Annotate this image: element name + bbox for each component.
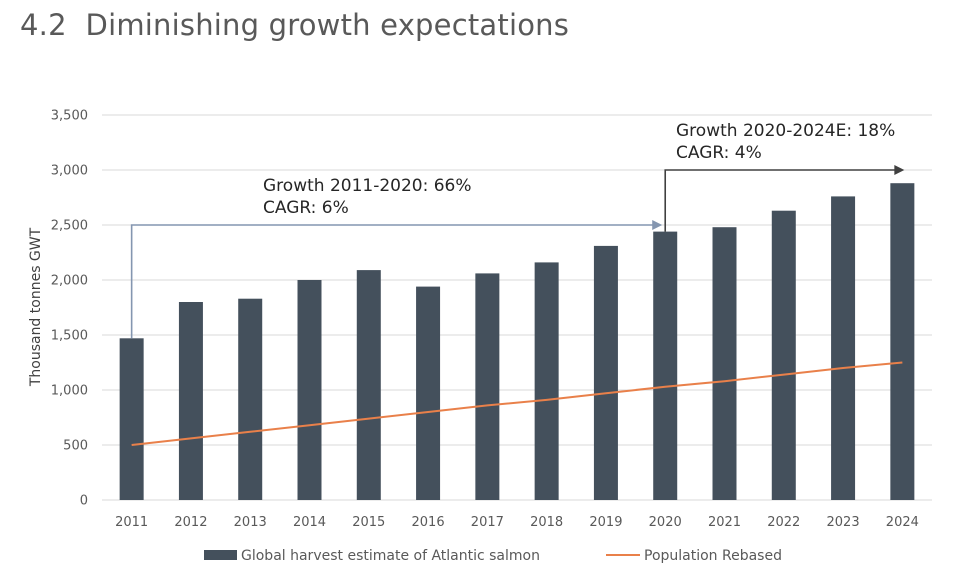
y-axis-title: Thousand tonnes GWT bbox=[28, 227, 44, 387]
arrow-head bbox=[652, 220, 663, 230]
y-tick-label: 2,000 bbox=[51, 274, 88, 289]
x-tick-label: 2017 bbox=[471, 515, 504, 530]
bar bbox=[831, 196, 856, 500]
annotation-text: CAGR: 4% bbox=[676, 143, 762, 163]
x-tick-label: 2021 bbox=[708, 515, 741, 530]
bar bbox=[119, 338, 144, 500]
bar bbox=[653, 231, 678, 500]
x-tick-label: 2013 bbox=[234, 515, 267, 530]
legend-swatch-harvest bbox=[204, 550, 237, 560]
y-tick-label: 2,500 bbox=[51, 219, 88, 234]
y-tick-label: 500 bbox=[63, 439, 88, 454]
arrow-line bbox=[664, 169, 897, 232]
y-tick-label: 0 bbox=[80, 494, 88, 509]
y-axis-ticks: 0 500 1,000 1,500 2,000 2,500 3,000 3,500 bbox=[51, 109, 88, 509]
bar bbox=[475, 273, 500, 500]
arrow-head bbox=[894, 165, 905, 175]
x-tick-label: 2012 bbox=[174, 515, 207, 530]
growth-arrow bbox=[664, 165, 905, 232]
bar bbox=[297, 280, 322, 500]
x-tick-label: 2014 bbox=[293, 515, 326, 530]
bar bbox=[416, 286, 441, 500]
bar bbox=[890, 183, 915, 500]
gridlines bbox=[102, 114, 932, 501]
bar bbox=[178, 302, 203, 500]
legend: Global harvest estimate of Atlantic salm… bbox=[204, 548, 782, 564]
y-tick-label: 3,500 bbox=[51, 109, 88, 124]
x-axis-ticks: 2011 2012 2013 2014 2015 2016 2017 2018 2019 2020… bbox=[115, 515, 919, 530]
x-tick-label: 2015 bbox=[352, 515, 385, 530]
legend-label-population: Population Rebased bbox=[644, 548, 782, 564]
x-tick-label: 2011 bbox=[115, 515, 148, 530]
x-tick-label: 2020 bbox=[649, 515, 682, 530]
x-tick-label: 2022 bbox=[767, 515, 800, 530]
bar bbox=[356, 270, 381, 500]
y-tick-label: 1,500 bbox=[51, 329, 88, 344]
x-tick-label: 2024 bbox=[886, 515, 919, 530]
annotation-text: Growth 2011-2020: 66% bbox=[263, 176, 472, 196]
x-tick-label: 2016 bbox=[412, 515, 445, 530]
bar bbox=[238, 298, 263, 500]
bar bbox=[771, 210, 796, 500]
annotation-text: Growth 2020-2024E: 18% bbox=[676, 121, 895, 141]
x-tick-label: 2023 bbox=[827, 515, 860, 530]
annotation-text: CAGR: 6% bbox=[263, 198, 349, 218]
x-tick-label: 2018 bbox=[530, 515, 563, 530]
legend-label-harvest: Global harvest estimate of Atlantic salm… bbox=[241, 548, 540, 564]
y-tick-label: 3,000 bbox=[51, 164, 88, 179]
x-tick-label: 2019 bbox=[589, 515, 622, 530]
bar bbox=[712, 227, 737, 500]
bar bbox=[593, 245, 618, 500]
population-line bbox=[131, 361, 903, 446]
page-title: 4.2 Diminishing growth expectations bbox=[20, 8, 570, 42]
growth-annotations: Growth 2011-2020: 66%CAGR: 6% Growth 2020… bbox=[130, 121, 905, 339]
growth-arrow bbox=[130, 220, 663, 339]
bar-series bbox=[119, 183, 915, 500]
line-series bbox=[131, 361, 903, 446]
arrow-line bbox=[130, 224, 655, 339]
bar bbox=[534, 262, 559, 500]
y-tick-label: 1,000 bbox=[51, 384, 88, 399]
